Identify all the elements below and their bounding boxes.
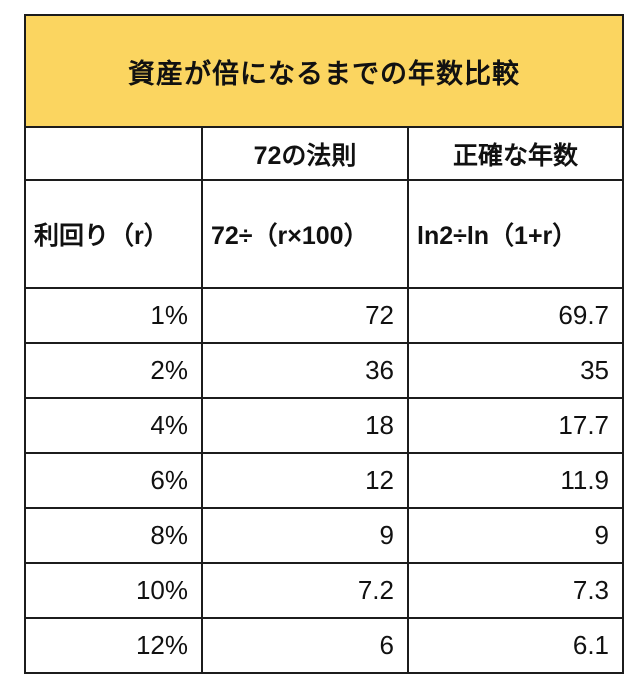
exact-cell: 9: [406, 507, 625, 564]
rule72-cell: 12: [201, 452, 409, 509]
rate-cell: 6%: [24, 452, 203, 509]
table-row: 10% 7.2 7.3: [24, 562, 625, 619]
rule72-cell: 9: [201, 507, 409, 564]
exact-cell: 7.3: [406, 562, 625, 619]
header-exact-formula: ln2÷ln（1+r）: [406, 179, 625, 289]
rate-cell: 1%: [24, 287, 203, 344]
header-empty-cell: [24, 126, 203, 181]
header-exact-label: 正確な年数: [406, 126, 625, 181]
header-row-formulas: 利回り（r） 72÷（r×100） ln2÷ln（1+r）: [24, 179, 625, 289]
exact-cell: 69.7: [406, 287, 625, 344]
table-row: 6% 12 11.9: [24, 452, 625, 509]
exact-cell: 6.1: [406, 617, 625, 674]
rate-cell: 12%: [24, 617, 203, 674]
rule72-cell: 36: [201, 342, 409, 399]
rate-cell: 8%: [24, 507, 203, 564]
rule72-cell: 18: [201, 397, 409, 454]
exact-cell: 35: [406, 342, 625, 399]
table-row: 8% 9 9: [24, 507, 625, 564]
table-row: 1% 72 69.7: [24, 287, 625, 344]
header-rate-label: 利回り（r）: [24, 179, 203, 289]
rate-cell: 2%: [24, 342, 203, 399]
rule72-cell: 6: [201, 617, 409, 674]
rule72-cell: 7.2: [201, 562, 409, 619]
header-rule72-formula: 72÷（r×100）: [201, 179, 409, 289]
exact-cell: 17.7: [406, 397, 625, 454]
title-banner: 資産が倍になるまでの年数比較: [23, 14, 625, 128]
comparison-table: 資産が倍になるまでの年数比較 72の法則 正確な年数 利回り（r） 72÷（r×…: [23, 14, 625, 674]
title-banner-row: 資産が倍になるまでの年数比較: [23, 14, 625, 128]
header-rule72-label: 72の法則: [201, 126, 409, 181]
rule72-cell: 72: [201, 287, 409, 344]
table-title: 資産が倍になるまでの年数比較: [128, 58, 520, 89]
rate-cell: 10%: [24, 562, 203, 619]
header-row-methods: 72の法則 正確な年数: [24, 126, 625, 181]
exact-cell: 11.9: [406, 452, 625, 509]
table-row: 2% 36 35: [24, 342, 625, 399]
rate-cell: 4%: [24, 397, 203, 454]
table-row: 4% 18 17.7: [24, 397, 625, 454]
table-row: 12% 6 6.1: [24, 617, 625, 674]
